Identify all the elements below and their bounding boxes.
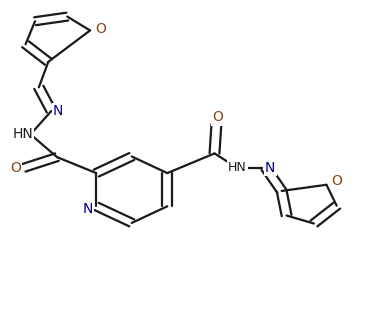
- Text: N: N: [53, 104, 64, 118]
- Text: O: O: [212, 110, 223, 125]
- Text: O: O: [10, 161, 21, 175]
- Text: O: O: [95, 22, 106, 36]
- Text: O: O: [331, 174, 343, 188]
- Text: N: N: [265, 161, 276, 175]
- Text: HN: HN: [13, 127, 33, 141]
- Text: N: N: [83, 202, 93, 216]
- Text: HN: HN: [228, 162, 247, 174]
